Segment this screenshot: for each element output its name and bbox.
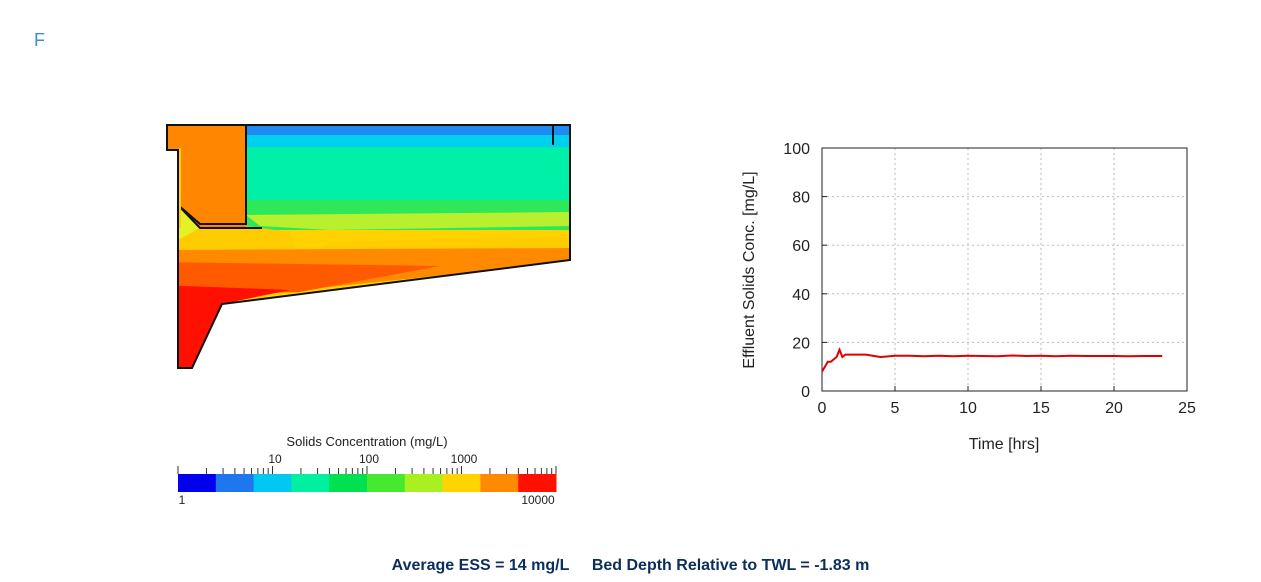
plot-frame xyxy=(821,147,1188,392)
colorbar-tick-10: 10 xyxy=(268,452,282,466)
colorbar-swatch xyxy=(253,474,292,492)
zone-blue xyxy=(246,125,570,135)
colorbar-swatch xyxy=(291,474,330,492)
chart-series xyxy=(821,346,1163,373)
summary-footer: Average ESS = 14 mg/L Bed Depth Relative… xyxy=(0,557,1261,575)
zone-inlet-column xyxy=(167,125,246,228)
average-ess-text: Average ESS = 14 mg/L xyxy=(391,557,570,574)
x-tick-label: 20 xyxy=(1105,400,1123,417)
colorbar-min-label: 1 xyxy=(179,493,186,507)
x-tick-label: 25 xyxy=(1178,400,1196,417)
y-tick-label: 80 xyxy=(792,190,810,207)
x-tick-label: 15 xyxy=(1032,400,1050,417)
effluent-solids-series-line xyxy=(821,346,1163,373)
clarifier-contour-plot xyxy=(166,124,571,369)
y-tick-label: 60 xyxy=(792,238,810,255)
colorbar-swatch xyxy=(442,474,481,492)
bed-depth-text: Bed Depth Relative to TWL = -1.83 m xyxy=(591,557,870,574)
x-tick-label: 10 xyxy=(959,400,977,417)
x-tick-label: 0 xyxy=(818,400,827,417)
y-tick-label: 40 xyxy=(792,287,810,304)
colorbar-swatch xyxy=(215,474,255,492)
colorbar-swatches xyxy=(178,474,557,492)
zone-cyan-green xyxy=(246,140,570,200)
zone-orange-red xyxy=(167,262,440,296)
y-tick-label: 100 xyxy=(783,141,810,158)
colorbar-tick-1000: 1000 xyxy=(451,452,478,466)
zone-red-hopper xyxy=(167,285,290,368)
panel-label: F xyxy=(34,30,45,50)
colorbar-title: Solids Concentration (mg/L) xyxy=(286,434,448,449)
colorbar-swatch xyxy=(480,474,519,492)
zone-yellow-green-band xyxy=(246,212,570,230)
y-tick-label: 0 xyxy=(801,384,810,401)
y-tick-label: 20 xyxy=(792,335,810,352)
tank-outline xyxy=(166,124,571,369)
colorbar: 10 100 1000 1 10000 xyxy=(177,452,557,507)
axis-ticks: 0 5 10 15 20 25 0 20 40 60 80 100 xyxy=(783,141,1196,417)
effluent-solids-chart: 0 5 10 15 20 25 0 20 40 60 80 100 Time [hrs] Efflue… xyxy=(741,141,1196,453)
colorbar-ticks xyxy=(177,466,557,474)
x-tick-label: 5 xyxy=(891,400,900,417)
colorbar-swatch xyxy=(329,474,368,492)
colorbar-swatch xyxy=(367,474,406,492)
inlet-baffle xyxy=(177,125,247,225)
colorbar-tick-100: 100 xyxy=(359,452,379,466)
colorbar-swatch xyxy=(518,474,557,492)
colorbar-swatch xyxy=(178,474,217,492)
y-axis-label: Effluent Solids Conc. [mg/L] xyxy=(741,171,758,368)
inlet-skirt xyxy=(177,204,262,229)
colorbar-swatch xyxy=(404,474,444,492)
x-axis-label: Time [hrs] xyxy=(969,436,1040,453)
colorbar-max-label: 10000 xyxy=(521,493,555,507)
chart-grid xyxy=(822,148,1187,391)
zone-inlet-yellow xyxy=(178,205,200,240)
